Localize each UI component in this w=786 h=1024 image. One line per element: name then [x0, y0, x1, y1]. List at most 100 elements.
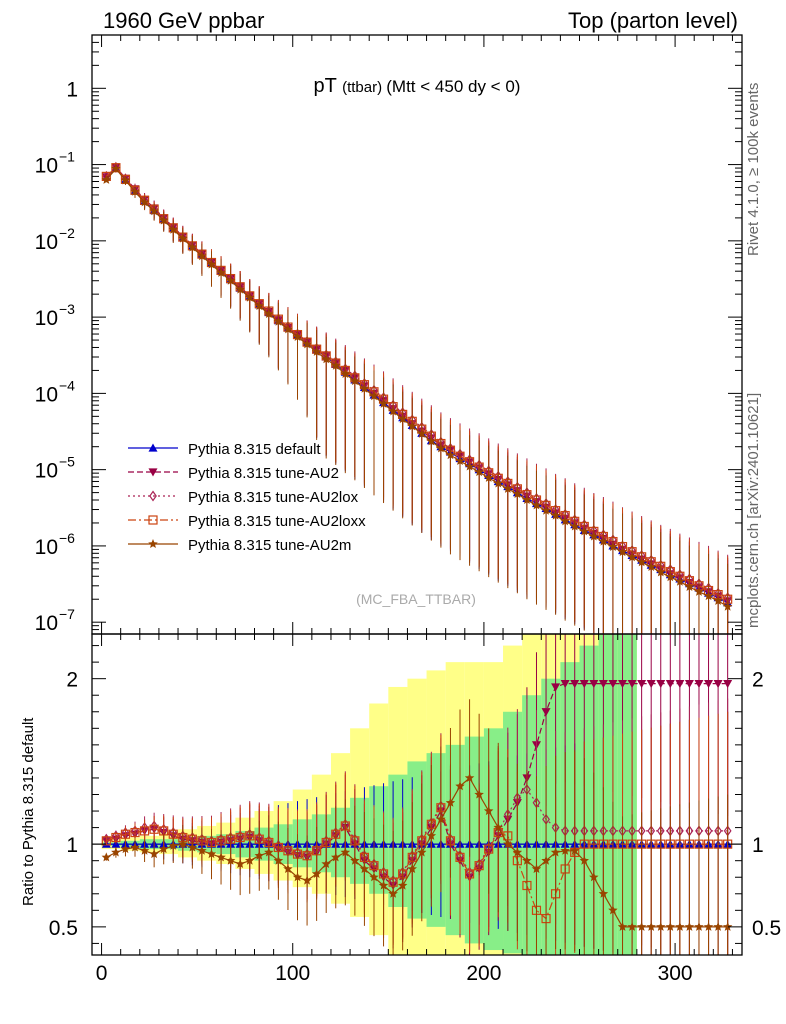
series-5-main-point	[245, 292, 255, 302]
side-label-bottom: mcplots.cern.ch [arXiv:2401.10621]	[745, 392, 762, 628]
series-5-ratio-point	[646, 921, 656, 931]
series-5-ratio-point	[178, 839, 188, 849]
series-5-ratio-point	[302, 875, 312, 885]
series-5-ratio-point	[130, 842, 140, 852]
main-y-tick-label: 10	[35, 460, 58, 483]
series-5-main-point	[292, 331, 303, 341]
main-y-tick-exponent: −7	[59, 606, 75, 622]
series-5-ratio-point	[522, 855, 532, 865]
main-y-tick-label: 10	[35, 536, 58, 559]
series-5-ratio-point	[560, 845, 570, 855]
main-y-tick-label: 10	[35, 307, 58, 330]
series-4-ratio-point	[111, 832, 121, 843]
series-5-ratio-point	[627, 921, 637, 931]
series-4-ratio-point	[101, 836, 111, 846]
legend-marker	[148, 515, 158, 525]
series-4-main	[101, 163, 733, 634]
series-5-main-point	[713, 595, 723, 605]
series-2-ratio-point	[704, 680, 714, 689]
legend-marker	[149, 490, 157, 502]
chart-title-small: (ttbar)	[342, 79, 386, 96]
series-5-main-point	[503, 483, 513, 493]
series-5-ratio-point	[512, 847, 523, 857]
series-5-main-point	[703, 591, 714, 601]
series-5-ratio-point	[120, 844, 131, 854]
series-5-main-point	[474, 467, 484, 477]
series-5-ratio-point	[656, 921, 666, 931]
ratio-band-inner	[579, 645, 599, 955]
series-2-ratio-point	[665, 680, 675, 689]
series-5-main-point	[350, 376, 360, 386]
series-5-main-point	[187, 242, 198, 252]
series-2-ratio-point	[675, 680, 685, 689]
series-5-ratio-point	[273, 855, 284, 865]
series-5-main-point	[158, 215, 169, 225]
series-2-ratio-point	[713, 680, 723, 689]
ratio-band-inner	[464, 736, 484, 944]
series-5-ratio-point	[331, 852, 341, 862]
legend-marker	[148, 539, 158, 548]
analysis-watermark: (MC_FBA_TTBAR)	[356, 591, 476, 607]
series-5-main-point	[120, 175, 131, 185]
main-y-tick-label: 10	[35, 155, 58, 178]
series-5-main-point	[608, 541, 618, 551]
side-label-top: Rivet 4.1.0, ≥ 100k events	[745, 82, 762, 256]
series-5-main-point	[407, 421, 417, 431]
main-y-tick-label: 1	[66, 78, 78, 101]
ratio-bands	[101, 634, 637, 955]
series-5-main-point	[483, 472, 494, 482]
series-2-ratio-point	[656, 680, 666, 689]
series-5-ratio-point	[388, 888, 398, 898]
series-5-ratio-point	[187, 842, 198, 852]
series-5-ratio-point	[694, 921, 704, 931]
series-4-ratio-point	[464, 869, 475, 879]
series-5-ratio-point	[665, 921, 676, 931]
series-5-ratio-point	[311, 868, 322, 878]
series-2-ratio-point	[723, 680, 733, 689]
series-5-main-point	[560, 516, 570, 526]
series-2-main-line	[105, 166, 728, 602]
main-y-tick-exponent: −3	[59, 301, 75, 317]
series-5-main-point	[311, 346, 322, 356]
series-4-ratio-point	[149, 824, 159, 834]
main-y-tick-exponent: −1	[59, 149, 75, 165]
series-5-ratio-point	[340, 847, 351, 857]
series-5-main-point	[675, 576, 685, 586]
header-left: 1960 GeV ppbar	[103, 8, 265, 33]
series-5-main-point	[235, 284, 245, 294]
series-4-ratio-line	[106, 806, 728, 920]
series-5-main-point	[225, 275, 236, 285]
series-5-ratio-point	[101, 852, 112, 862]
ratio-y-tick-label: 2	[66, 669, 78, 692]
series-5-ratio-point	[292, 872, 303, 882]
series-2-ratio-point	[598, 680, 608, 689]
series-5-main-point	[684, 581, 695, 591]
legend-marker	[148, 443, 158, 452]
series-2-ratio-point	[627, 680, 637, 689]
series-5-ratio-point	[235, 859, 245, 868]
series-5-ratio-point	[369, 872, 379, 882]
series-2-ratio-point	[560, 680, 570, 689]
series-5-ratio-point	[483, 806, 494, 816]
series-5-main-point	[178, 233, 188, 243]
series-5-ratio-point	[493, 822, 503, 832]
series-2-ratio-point	[579, 680, 589, 689]
series-5-main-point	[139, 197, 150, 207]
series-5-main	[101, 163, 733, 634]
series-5-main-point	[531, 500, 542, 510]
series-2-ratio-point	[694, 680, 704, 689]
ratio-y-axis-label: Ratio to Pythia 8.315 default	[20, 717, 37, 906]
series-5-ratio-point	[531, 864, 542, 873]
series-5-main-point	[254, 301, 264, 310]
series-5-ratio-point	[608, 905, 618, 915]
series-5-main-point	[216, 267, 226, 277]
series-5-main-point	[206, 259, 217, 269]
series-5-main-point	[436, 443, 446, 453]
main-y-tick-label: 10	[35, 612, 58, 635]
x-tick-label: 200	[466, 962, 501, 985]
x-tick-label: 300	[658, 962, 693, 985]
legend-label: Pythia 8.315 default	[188, 441, 321, 458]
series-5-ratio-point	[722, 921, 733, 931]
series-5-main-point	[598, 536, 609, 546]
